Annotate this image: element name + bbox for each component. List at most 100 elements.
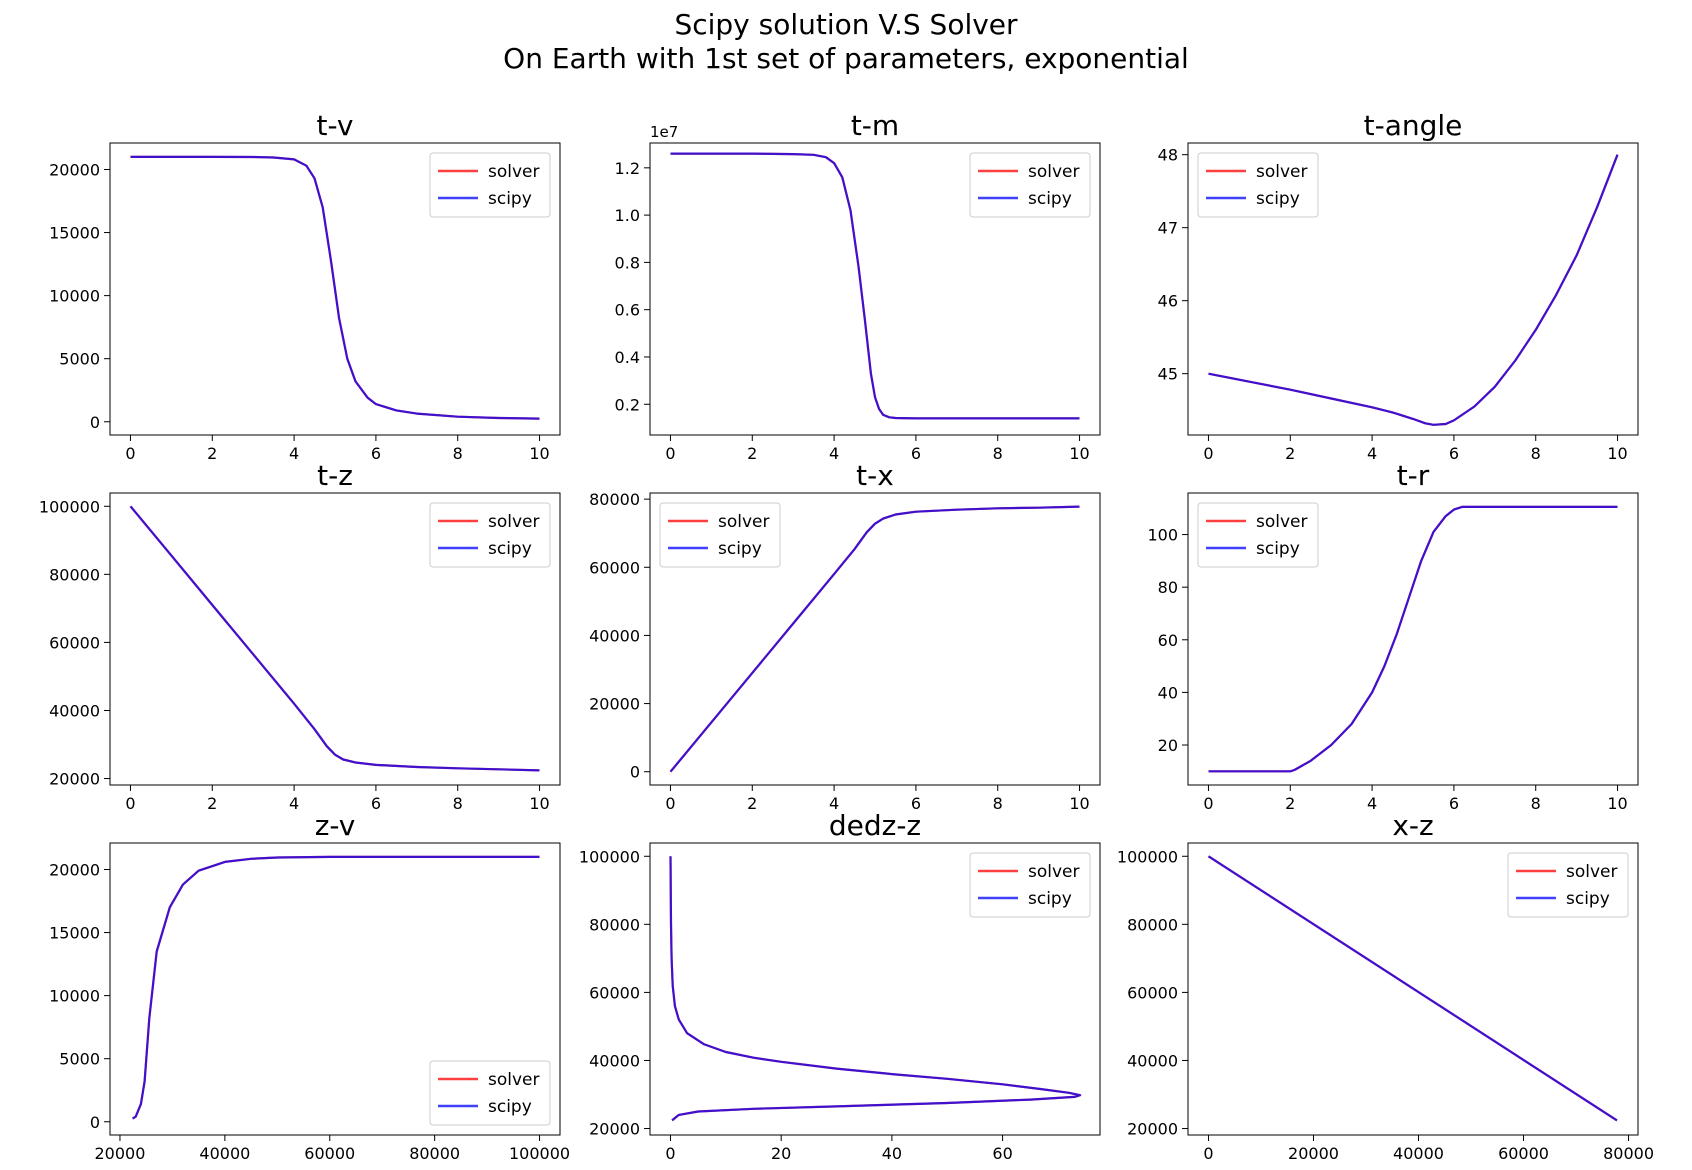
y-tick-label: 80000 bbox=[589, 915, 640, 934]
axes-frame-dedz-z bbox=[649, 842, 1101, 1136]
legend-label-scipy: scipy bbox=[718, 539, 762, 559]
y-tick-label: 20000 bbox=[49, 770, 100, 789]
x-tick-label: 8 bbox=[1531, 444, 1541, 463]
x-tick-label: 0 bbox=[665, 794, 675, 813]
y-tick-label: 20000 bbox=[1127, 1120, 1178, 1139]
x-tick-label: 40000 bbox=[199, 1144, 250, 1163]
y-tick-label: 0.6 bbox=[615, 301, 640, 320]
y-tick-label: 5000 bbox=[59, 350, 100, 369]
series-line-scipy bbox=[132, 855, 540, 1120]
x-tick-label: 0 bbox=[665, 1144, 675, 1163]
figure-title-line1: Scipy solution V.S Solver bbox=[674, 8, 1018, 41]
legend-label-scipy: scipy bbox=[488, 539, 532, 559]
x-tick-label: 0 bbox=[125, 794, 135, 813]
y-tick-label: 100000 bbox=[1117, 847, 1178, 866]
y-tick-label: 1.2 bbox=[615, 159, 640, 178]
x-tick-label: 2 bbox=[207, 794, 217, 813]
subplot-title: t-v bbox=[317, 109, 354, 142]
legend-label-solver: solver bbox=[488, 512, 540, 532]
legend-label-scipy: scipy bbox=[1028, 889, 1072, 909]
x-tick-label: 4 bbox=[1367, 444, 1377, 463]
legend-label-scipy: scipy bbox=[1028, 189, 1072, 209]
y-tick-label: 80000 bbox=[589, 490, 640, 509]
y-tick-label: 48 bbox=[1158, 146, 1178, 165]
x-tick-label: 6 bbox=[911, 794, 921, 813]
subplot-title: t-angle bbox=[1364, 109, 1463, 142]
y-tick-label: 10000 bbox=[49, 287, 100, 306]
y-tick-label: 47 bbox=[1158, 219, 1178, 238]
x-tick-label: 0 bbox=[1203, 794, 1213, 813]
y-tick-label: 40 bbox=[1158, 683, 1178, 702]
y-tick-label: 0 bbox=[90, 1113, 100, 1132]
series-line-scipy bbox=[670, 152, 1080, 420]
y-tick-label: 20000 bbox=[589, 1120, 640, 1139]
x-tick-label: 4 bbox=[289, 444, 299, 463]
x-tick-label: 0 bbox=[1203, 1144, 1213, 1163]
x-tick-label: 2 bbox=[1285, 794, 1295, 813]
legend-box bbox=[429, 502, 551, 568]
x-tick-label: 8 bbox=[1531, 794, 1541, 813]
legend-label-solver: solver bbox=[488, 162, 540, 182]
legend-label-solver: solver bbox=[1256, 162, 1308, 182]
x-tick-label: 60000 bbox=[304, 1144, 355, 1163]
x-tick-label: 40000 bbox=[1393, 1144, 1444, 1163]
x-tick-label: 10 bbox=[529, 444, 549, 463]
y-tick-label: 40000 bbox=[49, 701, 100, 720]
x-tick-label: 100000 bbox=[509, 1144, 570, 1163]
series-line-scipy bbox=[1208, 154, 1619, 426]
x-tick-label: 2 bbox=[747, 794, 757, 813]
x-tick-label: 8 bbox=[453, 444, 463, 463]
y-tick-label: 100000 bbox=[39, 497, 100, 516]
legend-label-scipy: scipy bbox=[488, 189, 532, 209]
y-tick-label: 0 bbox=[90, 413, 100, 432]
y-tick-label: 0.4 bbox=[615, 348, 640, 367]
y-tick-label: 40000 bbox=[1127, 1051, 1178, 1070]
legend-label-scipy: scipy bbox=[1256, 189, 1300, 209]
x-tick-label: 2 bbox=[747, 444, 757, 463]
legend-label-solver: solver bbox=[1256, 512, 1308, 532]
y-tick-label: 15000 bbox=[49, 224, 100, 243]
x-tick-label: 60000 bbox=[1498, 1144, 1549, 1163]
x-tick-label: 80000 bbox=[1603, 1144, 1654, 1163]
y-tick-label: 46 bbox=[1158, 292, 1178, 311]
axes-frame-z-v bbox=[109, 842, 561, 1136]
series-line-scipy bbox=[129, 505, 540, 772]
legend-box bbox=[969, 852, 1091, 918]
y-tick-label: 60000 bbox=[1127, 983, 1178, 1002]
x-tick-label: 20 bbox=[771, 1144, 791, 1163]
x-tick-label: 6 bbox=[371, 444, 381, 463]
x-tick-label: 10 bbox=[1607, 794, 1627, 813]
x-tick-label: 0 bbox=[125, 444, 135, 463]
series-line-scipy bbox=[1207, 855, 1618, 1122]
x-tick-label: 40 bbox=[882, 1144, 902, 1163]
y-tick-label: 60000 bbox=[49, 633, 100, 652]
y-tick-label: 80000 bbox=[1127, 915, 1178, 934]
series-line-scipy bbox=[669, 856, 1082, 1122]
y-tick-label: 80 bbox=[1158, 578, 1178, 597]
x-tick-label: 80000 bbox=[409, 1144, 460, 1163]
y-tick-label: 1.0 bbox=[615, 206, 640, 225]
y-tick-label: 40000 bbox=[589, 626, 640, 645]
x-tick-label: 6 bbox=[911, 444, 921, 463]
y-tick-label: 20 bbox=[1158, 736, 1178, 755]
y-tick-label: 10000 bbox=[49, 987, 100, 1006]
legend-box bbox=[429, 1060, 551, 1126]
subplot-title: t-z bbox=[317, 459, 353, 492]
x-tick-label: 60 bbox=[992, 1144, 1012, 1163]
subplot-title: z-v bbox=[315, 809, 356, 842]
y-tick-label: 80000 bbox=[49, 565, 100, 584]
axes-frame-t-r bbox=[1187, 492, 1639, 786]
x-tick-label: 8 bbox=[993, 794, 1003, 813]
y-tick-label: 20000 bbox=[589, 695, 640, 714]
subplot-title: t-r bbox=[1397, 459, 1430, 492]
y-tick-label: 20000 bbox=[49, 860, 100, 879]
y-tick-label: 60000 bbox=[589, 558, 640, 577]
x-tick-label: 4 bbox=[289, 794, 299, 813]
x-tick-label: 20000 bbox=[1288, 1144, 1339, 1163]
legend-label-scipy: scipy bbox=[488, 1097, 532, 1117]
y-tick-label: 0 bbox=[630, 763, 640, 782]
legend-box bbox=[659, 502, 781, 568]
legend-label-solver: solver bbox=[488, 1070, 540, 1090]
y-tick-label: 5000 bbox=[59, 1050, 100, 1069]
